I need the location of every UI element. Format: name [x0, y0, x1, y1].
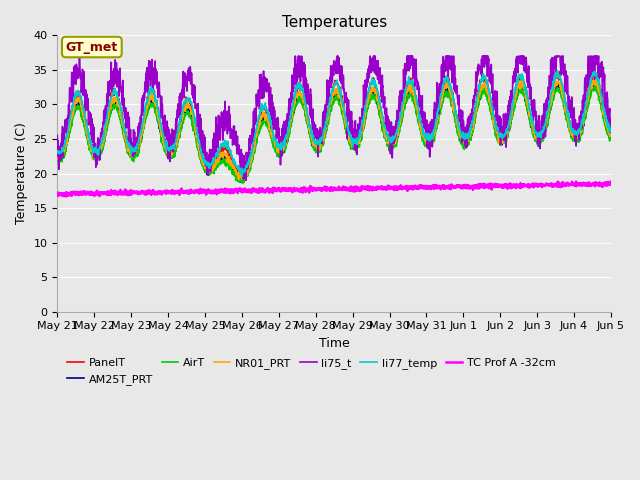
Title: Temperatures: Temperatures	[282, 15, 387, 30]
Legend: PanelT, AM25T_PRT, AirT, NR01_PRT, li75_t, li77_temp, TC Prof A -32cm: PanelT, AM25T_PRT, AirT, NR01_PRT, li75_…	[63, 354, 560, 389]
Text: GT_met: GT_met	[66, 40, 118, 54]
PanelT	[362, 99, 370, 105]
Line: NR01_PRT: NR01_PRT	[58, 79, 611, 180]
Y-axis label: Temperature (C): Temperature (C)	[15, 122, 28, 225]
li77_temp	[559, 82, 566, 88]
li75_t	[363, 78, 371, 84]
AirT	[208, 168, 216, 174]
NR01_PRT	[495, 136, 503, 142]
li77_temp	[351, 140, 358, 145]
AM25T_PRT	[362, 105, 370, 111]
PanelT	[607, 128, 615, 133]
AirT	[607, 135, 615, 141]
Line: li77_temp: li77_temp	[58, 71, 611, 176]
NR01_PRT	[236, 177, 243, 182]
PanelT	[574, 128, 582, 134]
Line: PanelT: PanelT	[58, 72, 611, 176]
PanelT	[208, 160, 216, 166]
Line: AM25T_PRT: AM25T_PRT	[58, 83, 611, 183]
NR01_PRT	[351, 140, 358, 145]
li77_temp	[54, 150, 61, 156]
li75_t	[574, 120, 582, 126]
TC Prof A -32cm	[607, 179, 615, 185]
NR01_PRT	[574, 132, 582, 138]
AM25T_PRT	[574, 136, 582, 142]
TC Prof A -32cm	[62, 193, 70, 199]
li75_t	[495, 126, 503, 132]
li77_temp	[554, 68, 561, 74]
PanelT	[559, 84, 566, 89]
li75_t	[243, 178, 250, 183]
TC Prof A -32cm	[572, 179, 580, 184]
AirT	[239, 180, 246, 186]
AM25T_PRT	[351, 143, 358, 148]
NR01_PRT	[208, 167, 216, 173]
AM25T_PRT	[607, 135, 615, 141]
AM25T_PRT	[54, 157, 61, 163]
AM25T_PRT	[559, 91, 566, 96]
Line: li75_t: li75_t	[58, 56, 611, 180]
AM25T_PRT	[239, 180, 247, 186]
TC Prof A -32cm	[351, 187, 358, 192]
li77_temp	[362, 98, 370, 104]
li75_t	[559, 63, 566, 69]
X-axis label: Time: Time	[319, 337, 349, 350]
AM25T_PRT	[208, 166, 216, 172]
NR01_PRT	[559, 89, 566, 95]
AM25T_PRT	[591, 80, 599, 85]
TC Prof A -32cm	[54, 190, 61, 196]
TC Prof A -32cm	[208, 189, 216, 194]
li77_temp	[239, 173, 246, 179]
PanelT	[239, 173, 246, 179]
AirT	[574, 138, 582, 144]
NR01_PRT	[607, 133, 615, 139]
AirT	[559, 96, 566, 102]
li75_t	[607, 115, 615, 121]
li77_temp	[208, 161, 216, 167]
AirT	[495, 139, 503, 145]
li75_t	[208, 160, 216, 166]
NR01_PRT	[590, 76, 598, 82]
li77_temp	[607, 131, 615, 136]
TC Prof A -32cm	[559, 182, 566, 188]
TC Prof A -32cm	[362, 185, 370, 191]
AirT	[362, 112, 370, 118]
PanelT	[556, 69, 563, 74]
li77_temp	[574, 128, 582, 133]
Line: TC Prof A -32cm: TC Prof A -32cm	[58, 181, 611, 196]
Line: AirT: AirT	[58, 85, 611, 183]
NR01_PRT	[362, 104, 370, 109]
PanelT	[495, 131, 503, 136]
AirT	[351, 146, 358, 152]
li77_temp	[495, 132, 503, 138]
li75_t	[351, 147, 358, 153]
TC Prof A -32cm	[574, 180, 582, 186]
NR01_PRT	[54, 152, 61, 157]
PanelT	[54, 148, 61, 154]
li75_t	[54, 132, 61, 138]
AirT	[54, 156, 61, 162]
AirT	[591, 83, 599, 88]
TC Prof A -32cm	[495, 182, 503, 188]
PanelT	[351, 137, 358, 143]
AM25T_PRT	[495, 139, 503, 144]
li75_t	[76, 53, 83, 59]
